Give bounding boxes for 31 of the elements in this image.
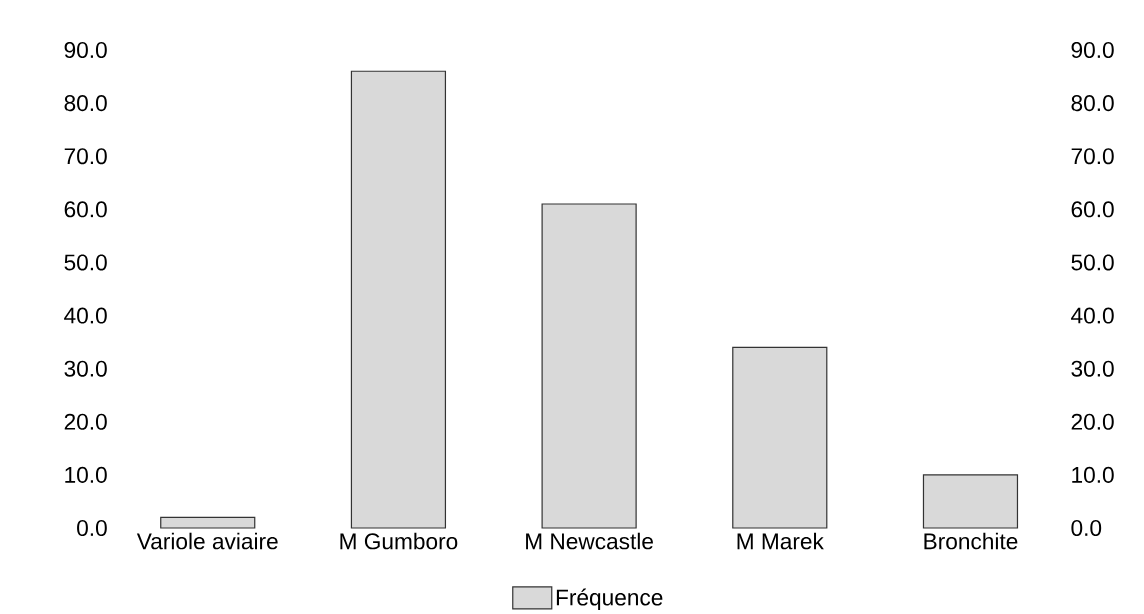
y2-tick-label: 70.0 [1071, 148, 1114, 165]
y-tick-label: 90.0 [64, 41, 107, 59]
bar [541, 203, 637, 529]
bar [732, 346, 828, 529]
y-tick-label: 80.0 [64, 95, 107, 112]
y-tick-label: 70.0 [64, 148, 107, 165]
x-tick-label: Bronchite [924, 532, 1018, 550]
bar [160, 516, 256, 529]
y2-tick-label: 10.0 [1072, 466, 1114, 483]
y-tick-label: 60.0 [64, 201, 107, 218]
y-tick-label: 30.0 [64, 360, 107, 377]
y-tick-label: 10.0 [65, 466, 107, 483]
y-tick-label: 50.0 [64, 254, 107, 271]
y2-tick-label: 90.0 [1071, 41, 1114, 59]
bar [350, 70, 447, 529]
y2-tick-label: 40.0 [1071, 307, 1114, 324]
x-tick-label: M Marek [737, 532, 824, 550]
y-tick-label: 40.0 [64, 307, 107, 324]
y2-tick-label: 20.0 [1071, 413, 1114, 430]
y2-tick-label: 60.0 [1071, 201, 1114, 218]
y-tick-label: 20.0 [64, 413, 107, 430]
x-tick-label: M Gumboro [340, 532, 458, 550]
y2-tick-label: 0.0 [1071, 519, 1102, 537]
legend-label: Fréquence [556, 588, 663, 610]
bar [922, 474, 1019, 529]
y2-tick-label: 50.0 [1071, 254, 1114, 271]
y2-tick-label: 30.0 [1071, 360, 1114, 377]
x-tick-label: Variole aviaire [136, 532, 278, 550]
x-tick-label: M Newcastle [526, 532, 653, 550]
y-tick-label: 0.0 [77, 519, 107, 537]
y2-tick-label: 80.0 [1071, 95, 1114, 112]
